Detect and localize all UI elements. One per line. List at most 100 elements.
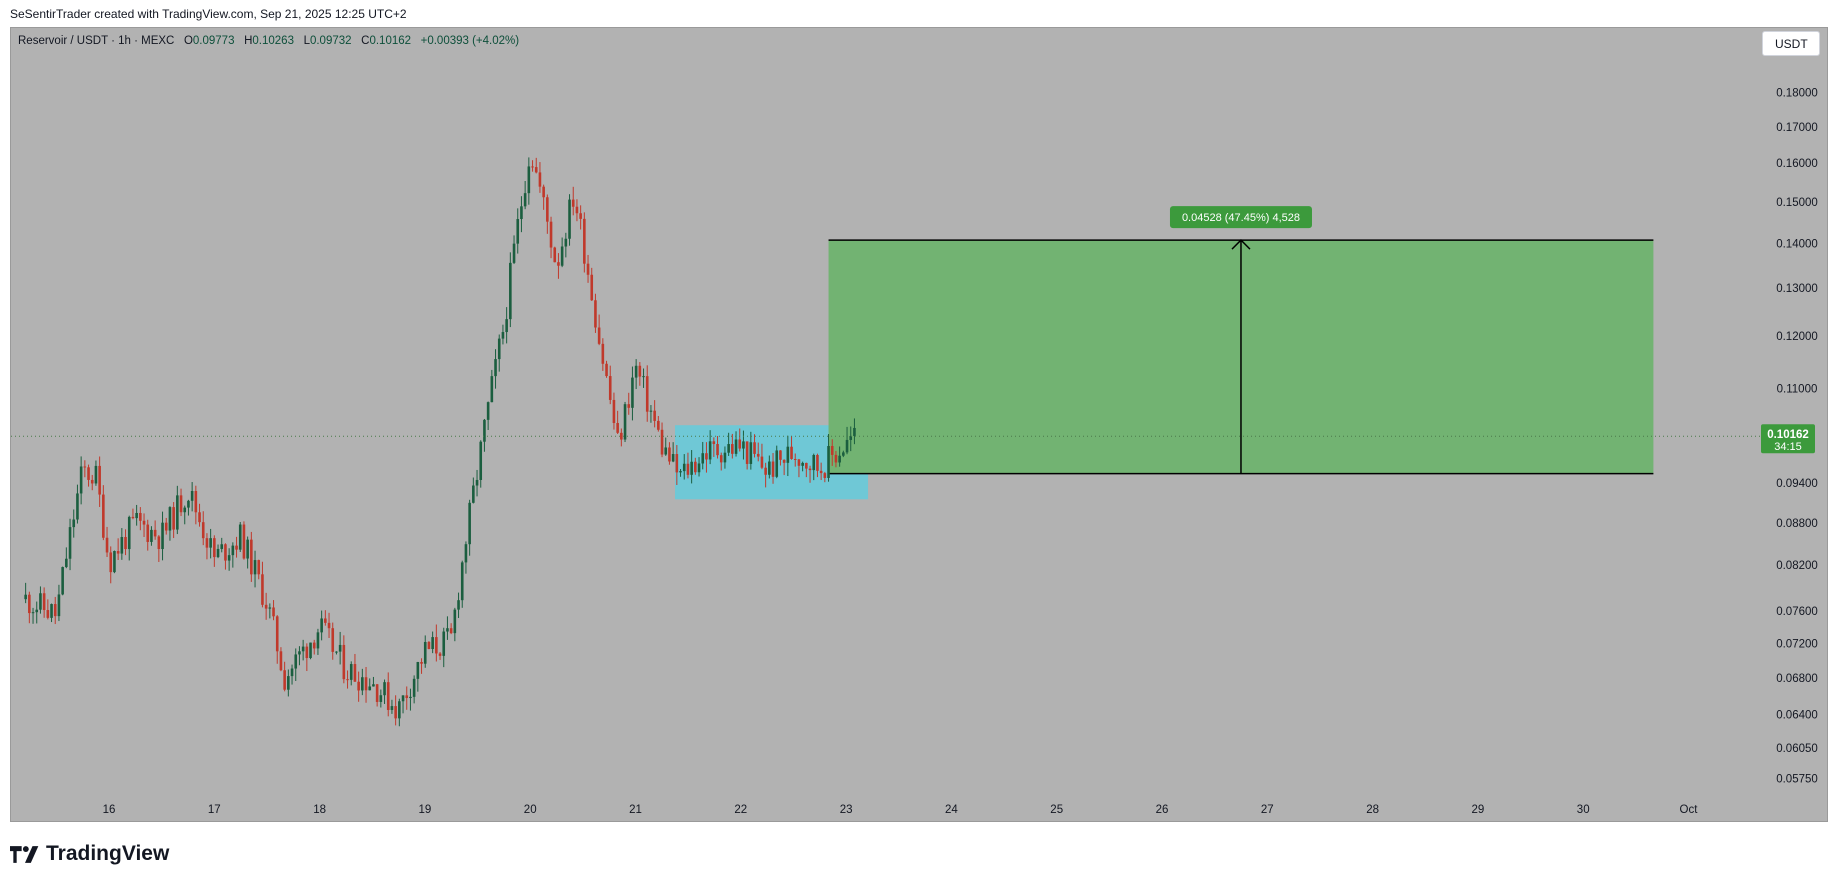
candle-body (331, 628, 335, 652)
candle-body (742, 441, 745, 449)
x-tick-label: 25 (1050, 804, 1063, 816)
candle-body (346, 679, 349, 681)
candle-body (849, 435, 853, 440)
candle-body (372, 684, 375, 687)
candle-body (105, 537, 109, 553)
candle-body (679, 471, 682, 473)
x-tick-label: 20 (524, 804, 537, 816)
candle-body (31, 612, 35, 614)
candle-body (87, 467, 90, 480)
candle-body (368, 686, 372, 691)
candle-body (157, 536, 161, 550)
candle-body (72, 519, 76, 528)
tradingview-logo[interactable]: TradingView (10, 841, 169, 867)
candle-body (649, 410, 653, 412)
candle-body (786, 446, 790, 463)
candle-body (497, 338, 501, 360)
candle-body (797, 459, 801, 466)
x-tick-label: 22 (734, 804, 747, 816)
candle-body (660, 429, 664, 455)
candle-body (586, 263, 590, 275)
x-tick-label: 21 (629, 804, 642, 816)
candle-body (361, 677, 364, 691)
candle-body (379, 695, 383, 702)
y-tick-label: 0.06050 (1776, 743, 1818, 755)
candle-body (420, 662, 423, 664)
candle-body (512, 243, 516, 263)
candle-body (57, 594, 61, 617)
candle-body (608, 376, 612, 400)
tradingview-logo-icon (10, 845, 39, 863)
symbol-name[interactable]: Reservoir / USDT · 1h · MEXC (18, 35, 175, 47)
candle-body (579, 213, 582, 219)
candle-body (405, 695, 409, 699)
candle-body (738, 439, 742, 449)
candle-body (782, 459, 786, 463)
candle-body (61, 567, 64, 595)
price-range-label-bg (1169, 206, 1312, 229)
candle-body (460, 562, 464, 601)
candle-body (612, 399, 616, 423)
candle-body (383, 682, 386, 696)
candle-body (68, 527, 72, 559)
candle-body (490, 376, 494, 403)
candle-body (594, 300, 597, 328)
candle-body (153, 529, 157, 537)
candle-body (557, 262, 560, 266)
candle-body (423, 641, 427, 664)
candle-body (571, 199, 575, 207)
candle-body (590, 274, 594, 301)
arrow-up-icon (1231, 239, 1251, 250)
candle-body (520, 206, 523, 220)
candle-body (801, 462, 804, 466)
candle-body (457, 600, 460, 610)
drawing-layer (674, 239, 1654, 500)
candle-body (386, 682, 390, 710)
candle-body (235, 545, 238, 550)
x-tick-label: 30 (1577, 804, 1590, 816)
candle-body (412, 678, 416, 697)
close-label: C (361, 35, 370, 47)
candle-body (616, 422, 619, 433)
candle-body (690, 461, 693, 475)
candle-body (808, 468, 812, 471)
candle-body (538, 172, 542, 187)
candle-body (479, 441, 483, 480)
currency-button[interactable]: USDT (1762, 31, 1820, 56)
candle-body (275, 616, 279, 652)
candle-body (127, 516, 131, 550)
candle-body (472, 485, 475, 503)
candle-body (416, 662, 420, 679)
candle-body (731, 444, 734, 454)
candle-body (597, 327, 601, 344)
x-tick-label: 27 (1261, 804, 1274, 816)
candle-body (712, 441, 716, 445)
candle-body (793, 458, 797, 460)
candle-body (620, 432, 623, 440)
candle-body (812, 455, 816, 471)
candle-body (205, 538, 209, 548)
candle-body (50, 604, 53, 618)
open-value: 0.09773 (192, 35, 235, 47)
candle-body (753, 442, 756, 454)
candle-body (764, 467, 767, 475)
candle-body (261, 574, 264, 605)
candle-body (324, 618, 327, 623)
candle-body (172, 507, 175, 530)
candle-body (194, 491, 198, 513)
candle-body (494, 359, 497, 377)
candle-body (53, 604, 57, 617)
x-tick-label: 18 (313, 804, 326, 816)
candle-body (834, 454, 838, 463)
low-label: L (303, 35, 310, 47)
candle-body (446, 628, 449, 632)
candle-body (853, 427, 856, 436)
candle-body (90, 479, 94, 484)
candle-body (657, 420, 660, 430)
candle-body (124, 537, 127, 550)
candle-body (516, 219, 520, 244)
candle-body (442, 631, 446, 656)
candle-body (816, 455, 819, 471)
open-label: O (183, 35, 193, 47)
